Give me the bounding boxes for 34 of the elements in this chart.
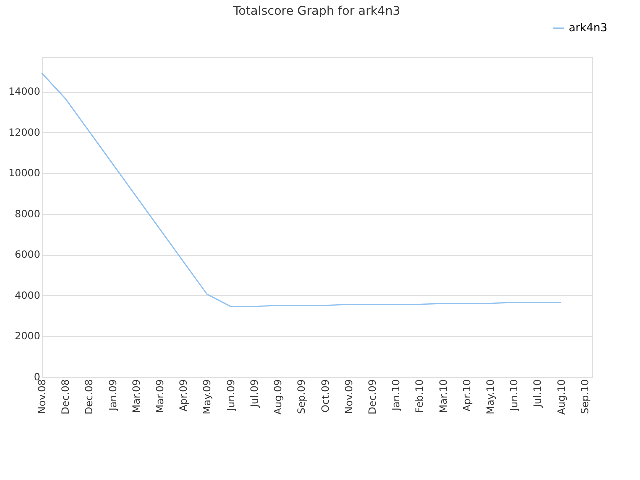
x-tick-label: Jul.10 [533, 380, 544, 408]
x-tick-label: Oct.09 [320, 380, 332, 413]
x-tick-label: Mar.09 [132, 380, 143, 414]
x-tick-label: Mar.09 [156, 380, 167, 414]
y-tick-label: 10000 [8, 168, 40, 180]
y-tick-label: 14000 [8, 87, 40, 98]
x-tick-label: Jan.09 [108, 380, 120, 412]
x-tick-label: May.10 [486, 380, 497, 415]
x-tick-label: Mar.10 [438, 380, 450, 414]
chart-title: Totalscore Graph for ark4n3 [232, 4, 401, 18]
x-tick-label: Dec.08 [84, 380, 96, 415]
x-tick-label: Sep.10 [580, 380, 592, 414]
x-tick-label: May.09 [202, 380, 214, 415]
x-tick-label: Jul.09 [250, 380, 261, 408]
x-tick-label: Aug.09 [274, 380, 285, 415]
x-tick-label: Jun.10 [510, 380, 521, 412]
x-tick-label: Aug.10 [556, 380, 568, 415]
y-tick-label: 6000 [15, 250, 40, 262]
x-tick-label: Jan.10 [392, 380, 403, 412]
x-tick-label: Nov.09 [344, 380, 356, 414]
x-tick-label: Feb.10 [415, 380, 426, 414]
x-tick-label: Jun.09 [226, 380, 238, 412]
y-tick-label: 12000 [8, 128, 40, 139]
x-tick-label: Apr.09 [179, 380, 190, 412]
x-tick-label: Dec.08 [61, 380, 72, 415]
x-tick-label: Dec.09 [368, 380, 379, 415]
line-series [41, 72, 562, 308]
y-tick-label: 2000 [15, 332, 40, 343]
legend-label: ark4n3 [569, 22, 608, 34]
y-tick-label: 8000 [15, 209, 40, 220]
x-tick-label: Apr.10 [462, 380, 474, 412]
x-tick-label: Nov.08 [38, 380, 48, 414]
y-tick-label: 4000 [15, 290, 40, 302]
x-tick-label: Sep.09 [297, 380, 308, 414]
